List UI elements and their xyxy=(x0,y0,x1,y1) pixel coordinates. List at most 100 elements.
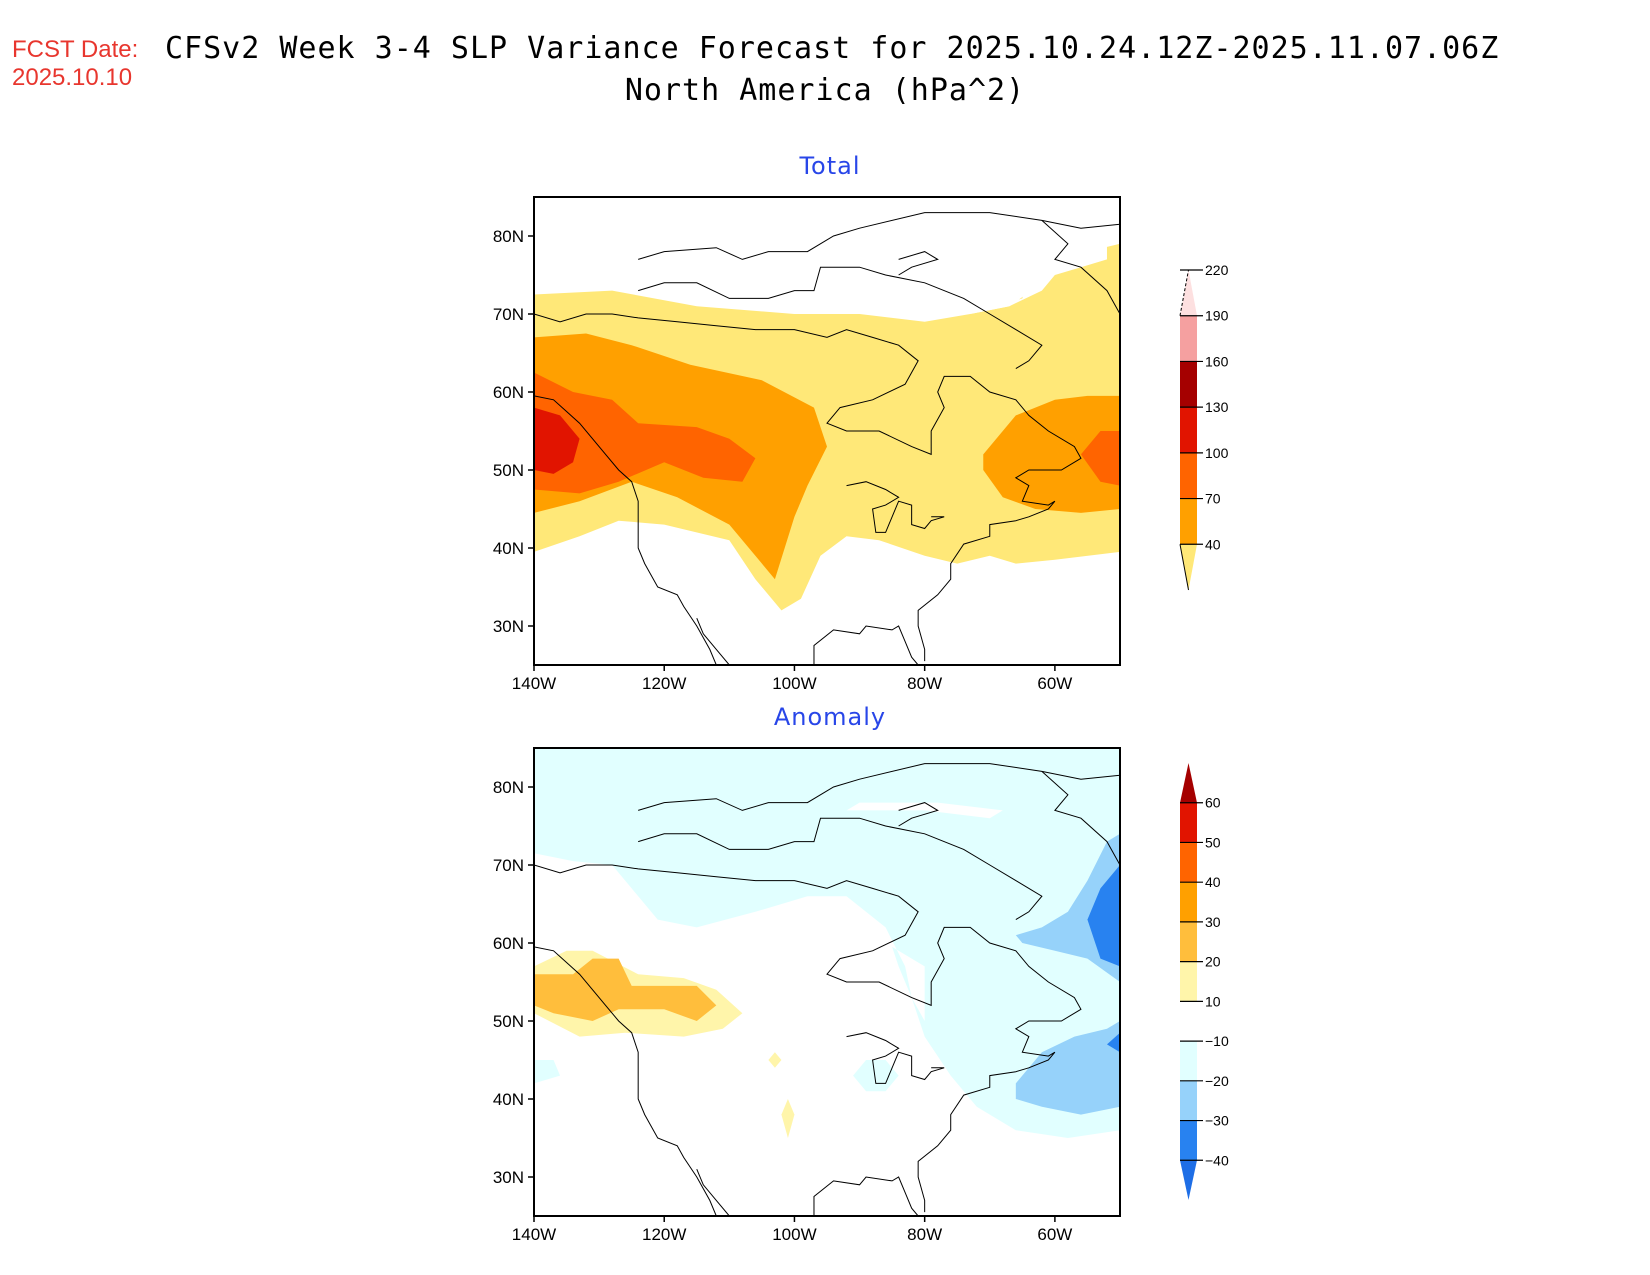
total-map-panel: 30N 40N 50N 60N 70N 80N 140W 120W 100W 80W 60W xyxy=(493,196,1121,693)
contour-region xyxy=(1087,865,1120,967)
coastline xyxy=(696,1169,730,1216)
colorbar-bin xyxy=(1180,1001,1197,1042)
coastline xyxy=(638,817,1043,921)
y-tick-label: 70N xyxy=(493,305,524,324)
colorbar-label: 10 xyxy=(1205,993,1221,1009)
colorbar-label: 130 xyxy=(1205,399,1229,415)
y-tick-label: 60N xyxy=(493,383,524,402)
colorbar-bin xyxy=(1180,1041,1197,1081)
y-tick-label: 30N xyxy=(493,617,524,636)
contour-region xyxy=(781,1099,795,1138)
colorbar-under-arrow xyxy=(1180,544,1197,590)
colorbar-arrow-edge xyxy=(1179,544,1189,591)
y-tick-label: 30N xyxy=(493,1168,524,1187)
x-tick-label: 80W xyxy=(907,1225,942,1244)
contour-region xyxy=(1080,431,1120,486)
colorbar-bin xyxy=(1180,961,1197,1002)
contour-region xyxy=(534,748,1120,1138)
x-tick-label: 120W xyxy=(642,674,686,693)
contour-region xyxy=(970,236,1107,314)
colorbar-label: 20 xyxy=(1205,954,1221,970)
contour-fills xyxy=(534,748,1120,1216)
y-tick-label: 60N xyxy=(493,934,524,953)
y-tick-label: 70N xyxy=(493,856,524,875)
panel-title-total: Total xyxy=(799,152,861,180)
colorbar-bin xyxy=(1180,1120,1197,1161)
coastline xyxy=(813,1176,919,1216)
coastline xyxy=(534,313,1082,662)
x-tick-label: 100W xyxy=(772,674,816,693)
colorbar-over-arrow xyxy=(1180,270,1197,316)
coastline xyxy=(898,802,939,827)
contour-region xyxy=(853,1060,899,1092)
contour-region xyxy=(1106,1032,1120,1053)
y-tick-label: 80N xyxy=(493,227,524,246)
coastline xyxy=(813,625,919,665)
y-tick-label: 80N xyxy=(493,778,524,797)
contour-region xyxy=(534,372,756,494)
colorbar-label: 190 xyxy=(1205,308,1229,324)
x-tick-label: 60W xyxy=(1037,674,1072,693)
colorbar-bin xyxy=(1180,498,1197,545)
panel-title-anomaly: Anomaly xyxy=(773,703,887,731)
contour-region xyxy=(1015,833,1120,982)
forecast-date-value: 2025.10.10 xyxy=(12,64,133,91)
x-tick-label: 120W xyxy=(642,1225,686,1244)
map-frame xyxy=(533,747,1121,1217)
colorbar-arrow-edge xyxy=(1179,269,1189,316)
contour-region xyxy=(534,243,1120,611)
colorbar-label: 30 xyxy=(1205,914,1221,930)
coastline xyxy=(846,1032,945,1084)
contour-region xyxy=(768,1052,782,1068)
coastline xyxy=(1041,771,1120,866)
colorbar-over-arrow xyxy=(1180,763,1197,803)
anomaly-map-panel: 30N 40N 50N 60N 70N 80N 140W 120W 100W 80W 60W xyxy=(493,747,1121,1244)
colorbar-bin xyxy=(1180,802,1197,843)
coastline xyxy=(534,946,717,1216)
forecast-date-label: FCST Date: xyxy=(12,36,139,63)
coastline xyxy=(534,864,1082,1213)
y-tick-label: 50N xyxy=(493,461,524,480)
x-tick-label: 140W xyxy=(512,674,556,693)
page-subtitle: North America (hPa^2) xyxy=(624,73,1026,108)
total-colorbar: 40 70 100 130 160 190 220 xyxy=(1179,262,1229,591)
colorbar-label: 70 xyxy=(1205,491,1221,507)
colorbar-label: −20 xyxy=(1205,1073,1229,1089)
colorbar-bin xyxy=(1180,361,1197,408)
page-title: CFSv2 Week 3-4 SLP Variance Forecast for… xyxy=(165,31,1500,66)
y-tick-label: 40N xyxy=(493,539,524,558)
colorbar-bin xyxy=(1180,842,1197,883)
x-tick-label: 100W xyxy=(772,1225,816,1244)
colorbar-bin xyxy=(1180,1080,1197,1121)
coastline xyxy=(534,395,717,665)
colorbar-bin xyxy=(1180,407,1197,453)
x-tick-label: 80W xyxy=(907,674,942,693)
colorbar-label: 40 xyxy=(1205,874,1221,890)
contour-region xyxy=(1015,1021,1120,1115)
x-tick-label: 140W xyxy=(512,1225,556,1244)
coastline xyxy=(846,481,945,533)
coastline xyxy=(638,266,1043,370)
colorbar-label: 220 xyxy=(1205,262,1229,278)
y-tick-label: 50N xyxy=(493,1012,524,1031)
colorbar-label: −10 xyxy=(1205,1033,1229,1049)
contour-fills xyxy=(534,197,1120,665)
contour-region xyxy=(885,927,925,1021)
x-tick-label: 60W xyxy=(1037,1225,1072,1244)
colorbar-label: −40 xyxy=(1205,1152,1229,1168)
colorbar-label: 160 xyxy=(1205,353,1229,369)
colorbar-bin xyxy=(1180,921,1197,962)
colorbar-bin xyxy=(1180,315,1197,362)
colorbar-label: −30 xyxy=(1205,1113,1229,1129)
colorbar-label: 100 xyxy=(1205,445,1229,461)
colorbar-under-arrow xyxy=(1180,1160,1197,1200)
colorbar-label: 40 xyxy=(1205,536,1221,552)
coastline xyxy=(898,251,939,276)
map-frame xyxy=(533,196,1121,666)
contour-region xyxy=(846,802,1003,819)
y-tick-label: 40N xyxy=(493,1090,524,1109)
coastline xyxy=(1041,220,1120,315)
colorbar-bin xyxy=(1180,452,1197,499)
colorbar-label: 50 xyxy=(1205,834,1221,850)
